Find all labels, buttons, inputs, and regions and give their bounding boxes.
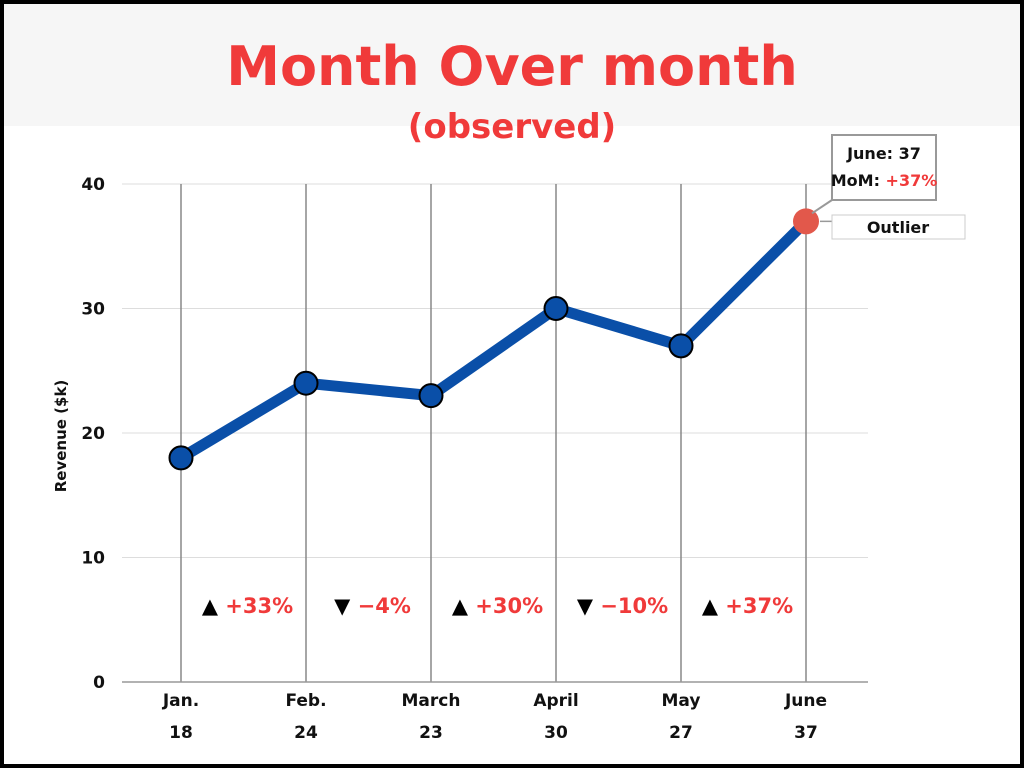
outlier-callout: June: 37 MoM: +37% Outlier	[811, 134, 966, 240]
x-tick-label: June	[784, 691, 827, 711]
revenue-series	[175, 215, 812, 464]
mom-percent: +37%	[725, 594, 793, 618]
callout-mom-value: +37%	[886, 171, 938, 190]
mom-percent: −10%	[600, 594, 668, 618]
x-tick-label: March	[402, 691, 461, 711]
y-tick-label: 20	[81, 424, 105, 444]
outlier-tag-box	[831, 214, 966, 240]
x-tick-label: Jan.	[162, 691, 199, 711]
x-value-label: 24	[294, 723, 318, 743]
x-value-label: 23	[419, 723, 443, 743]
down-arrow-icon: ▼	[334, 594, 357, 618]
x-value-label: 37	[794, 723, 818, 743]
y-tick-label: 10	[81, 549, 105, 569]
x-value-label: 27	[669, 723, 693, 743]
up-arrow-icon: ▲	[702, 594, 725, 618]
up-arrow-icon: ▲	[452, 594, 475, 618]
x-value-label: 18	[169, 723, 193, 743]
x-tick-label: May	[662, 691, 701, 711]
outlier-tag: Outlier	[867, 218, 929, 237]
mom-change-labels: ▲ +33% ▼ −4% ▲ +30% ▼ −10% ▲ +37%	[202, 594, 793, 618]
data-points	[168, 208, 819, 471]
mom-percent: +30%	[475, 594, 543, 618]
mom-change-label: ▼ −4%	[334, 594, 411, 618]
y-tick-label: 40	[81, 175, 105, 195]
y-axis-title: Revenue ($k)	[52, 380, 70, 493]
chart-title: Month Over month	[226, 35, 798, 98]
data-point	[668, 333, 694, 359]
mom-change-label: ▲ +30%	[452, 594, 543, 618]
y-tick-label: 0	[93, 673, 105, 693]
callout-connector	[811, 199, 833, 215]
callout-mom: MoM: +37%	[831, 171, 938, 190]
data-point	[293, 370, 319, 396]
data-point	[418, 383, 444, 409]
x-tick-label: Feb.	[285, 691, 326, 711]
callout-box	[831, 134, 937, 201]
x-value-label: 30	[544, 723, 568, 743]
axis-layer: 0 10 20 30 40 Revenue ($k) Jan. 18 Feb. 24 March 23…	[52, 175, 868, 743]
line-chart: 0 10 20 30 40 Revenue ($k) Jan. 18 Feb. 24 March 23…	[52, 134, 966, 743]
data-point	[168, 445, 194, 471]
mom-change-label: ▲ +33%	[202, 594, 293, 618]
mom-percent: +33%	[225, 594, 293, 618]
mom-percent: −4%	[358, 594, 411, 618]
data-point	[543, 296, 569, 321]
mom-change-label: ▲ +37%	[702, 594, 793, 618]
title-band	[4, 4, 1020, 126]
down-arrow-icon: ▼	[577, 594, 600, 618]
outlier-point	[793, 208, 819, 235]
x-tick-label: April	[533, 691, 578, 711]
grid-layer	[122, 183, 868, 558]
revenue-line	[175, 215, 812, 464]
callout-mom-label: MoM:	[831, 171, 886, 190]
y-tick-label: 30	[81, 300, 105, 320]
mom-change-label: ▼ −10%	[577, 594, 668, 618]
chart-subtitle: (observed)	[407, 107, 617, 147]
up-arrow-icon: ▲	[202, 594, 225, 618]
month-guides	[180, 184, 807, 682]
callout-title: June: 37	[846, 144, 921, 163]
